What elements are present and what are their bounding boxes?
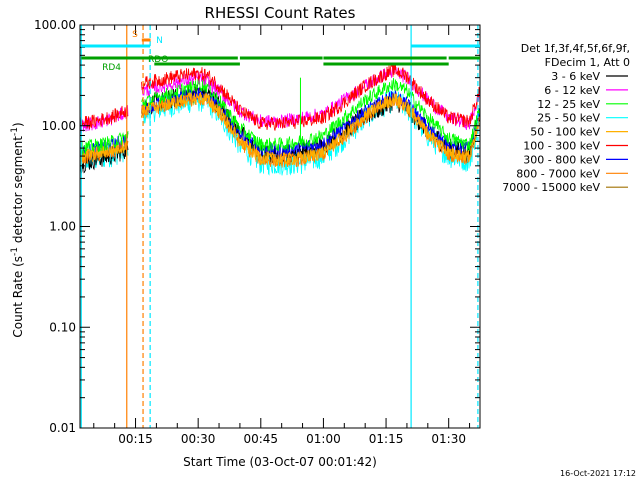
plot-frame: [79, 24, 481, 429]
legend-entry-label: 800 - 7000 keV: [516, 167, 600, 180]
legend-entry-label: 3 - 6 keV: [551, 70, 600, 83]
legend-entry-label: 7000 - 15000 keV: [502, 181, 600, 194]
plot-axes: 0.01 0.10 1.00 10.00 100.00 00:15 00:30 00:45 01…: [34, 18, 481, 446]
y-tick-label: 1.00: [49, 220, 76, 234]
y-tick-label: 100.00: [34, 18, 76, 32]
plot-area: [80, 25, 480, 428]
x-tick-label: 01:00: [306, 432, 341, 446]
flag-bar-label: RD4: [102, 63, 121, 73]
series-line: [80, 62, 480, 131]
y-tick-label: 0.01: [49, 421, 76, 435]
x-tick-label: 00:45: [243, 432, 278, 446]
svg-text:Count Rate (s-1 detector segme: Count Rate (s-1 detector segment-1): [10, 122, 25, 337]
legend-entry-label: 100 - 300 keV: [523, 140, 600, 153]
legend-entry-label: 6 - 12 keV: [544, 84, 600, 97]
y-axis-label-sup1: -1: [10, 247, 20, 256]
series-line: [80, 77, 480, 157]
y-axis-label-mid: detector segment: [11, 136, 25, 247]
x-tick-label: 01:30: [431, 432, 466, 446]
flag-bar-label: RDO: [148, 55, 168, 65]
legend-entry-label: 50 - 100 keV: [530, 126, 600, 139]
series-100-300keV: [80, 62, 480, 131]
legend-header-line: FDecim 1, Att 0: [545, 56, 630, 69]
x-axis-label: Start Time (03-Oct-07 00:01:42): [183, 455, 377, 469]
y-tick-label: 10.00: [42, 119, 76, 133]
series-12-25keV: [80, 77, 480, 157]
x-tick-label: 01:15: [369, 432, 404, 446]
legend-entry-label: 300 - 800 keV: [523, 153, 600, 166]
y-tick-label: 0.10: [49, 320, 76, 334]
x-tick-label: 00:30: [181, 432, 216, 446]
series-line: [80, 92, 480, 167]
y-axis-label-main: Count Rate (s: [11, 256, 25, 338]
y-axis-label-sup2: -1: [10, 127, 20, 136]
x-tick-label: 00:15: [118, 432, 153, 446]
flag-bar-label: N: [156, 36, 163, 46]
flag-bar-label: S: [132, 30, 138, 40]
chart-title: RHESSI Count Rates: [205, 4, 356, 22]
legend: Det 1f,3f,4f,5f,6f,9f,FDecim 1, Att 03 -…: [502, 42, 630, 194]
y-axis-label: Count Rate (s-1 detector segment-1): [10, 122, 25, 337]
legend-header-line: Det 1f,3f,4f,5f,6f,9f,: [521, 42, 630, 55]
legend-entry-label: 12 - 25 keV: [537, 98, 600, 111]
y-axis-label-end: ): [11, 122, 25, 127]
flag-bars: S N RDO RD4: [81, 30, 480, 73]
footer-timestamp: 16-Oct-2021 17:12: [560, 469, 636, 478]
series-50-100keV: [80, 92, 480, 167]
legend-entry-label: 25 - 50 keV: [537, 112, 600, 125]
